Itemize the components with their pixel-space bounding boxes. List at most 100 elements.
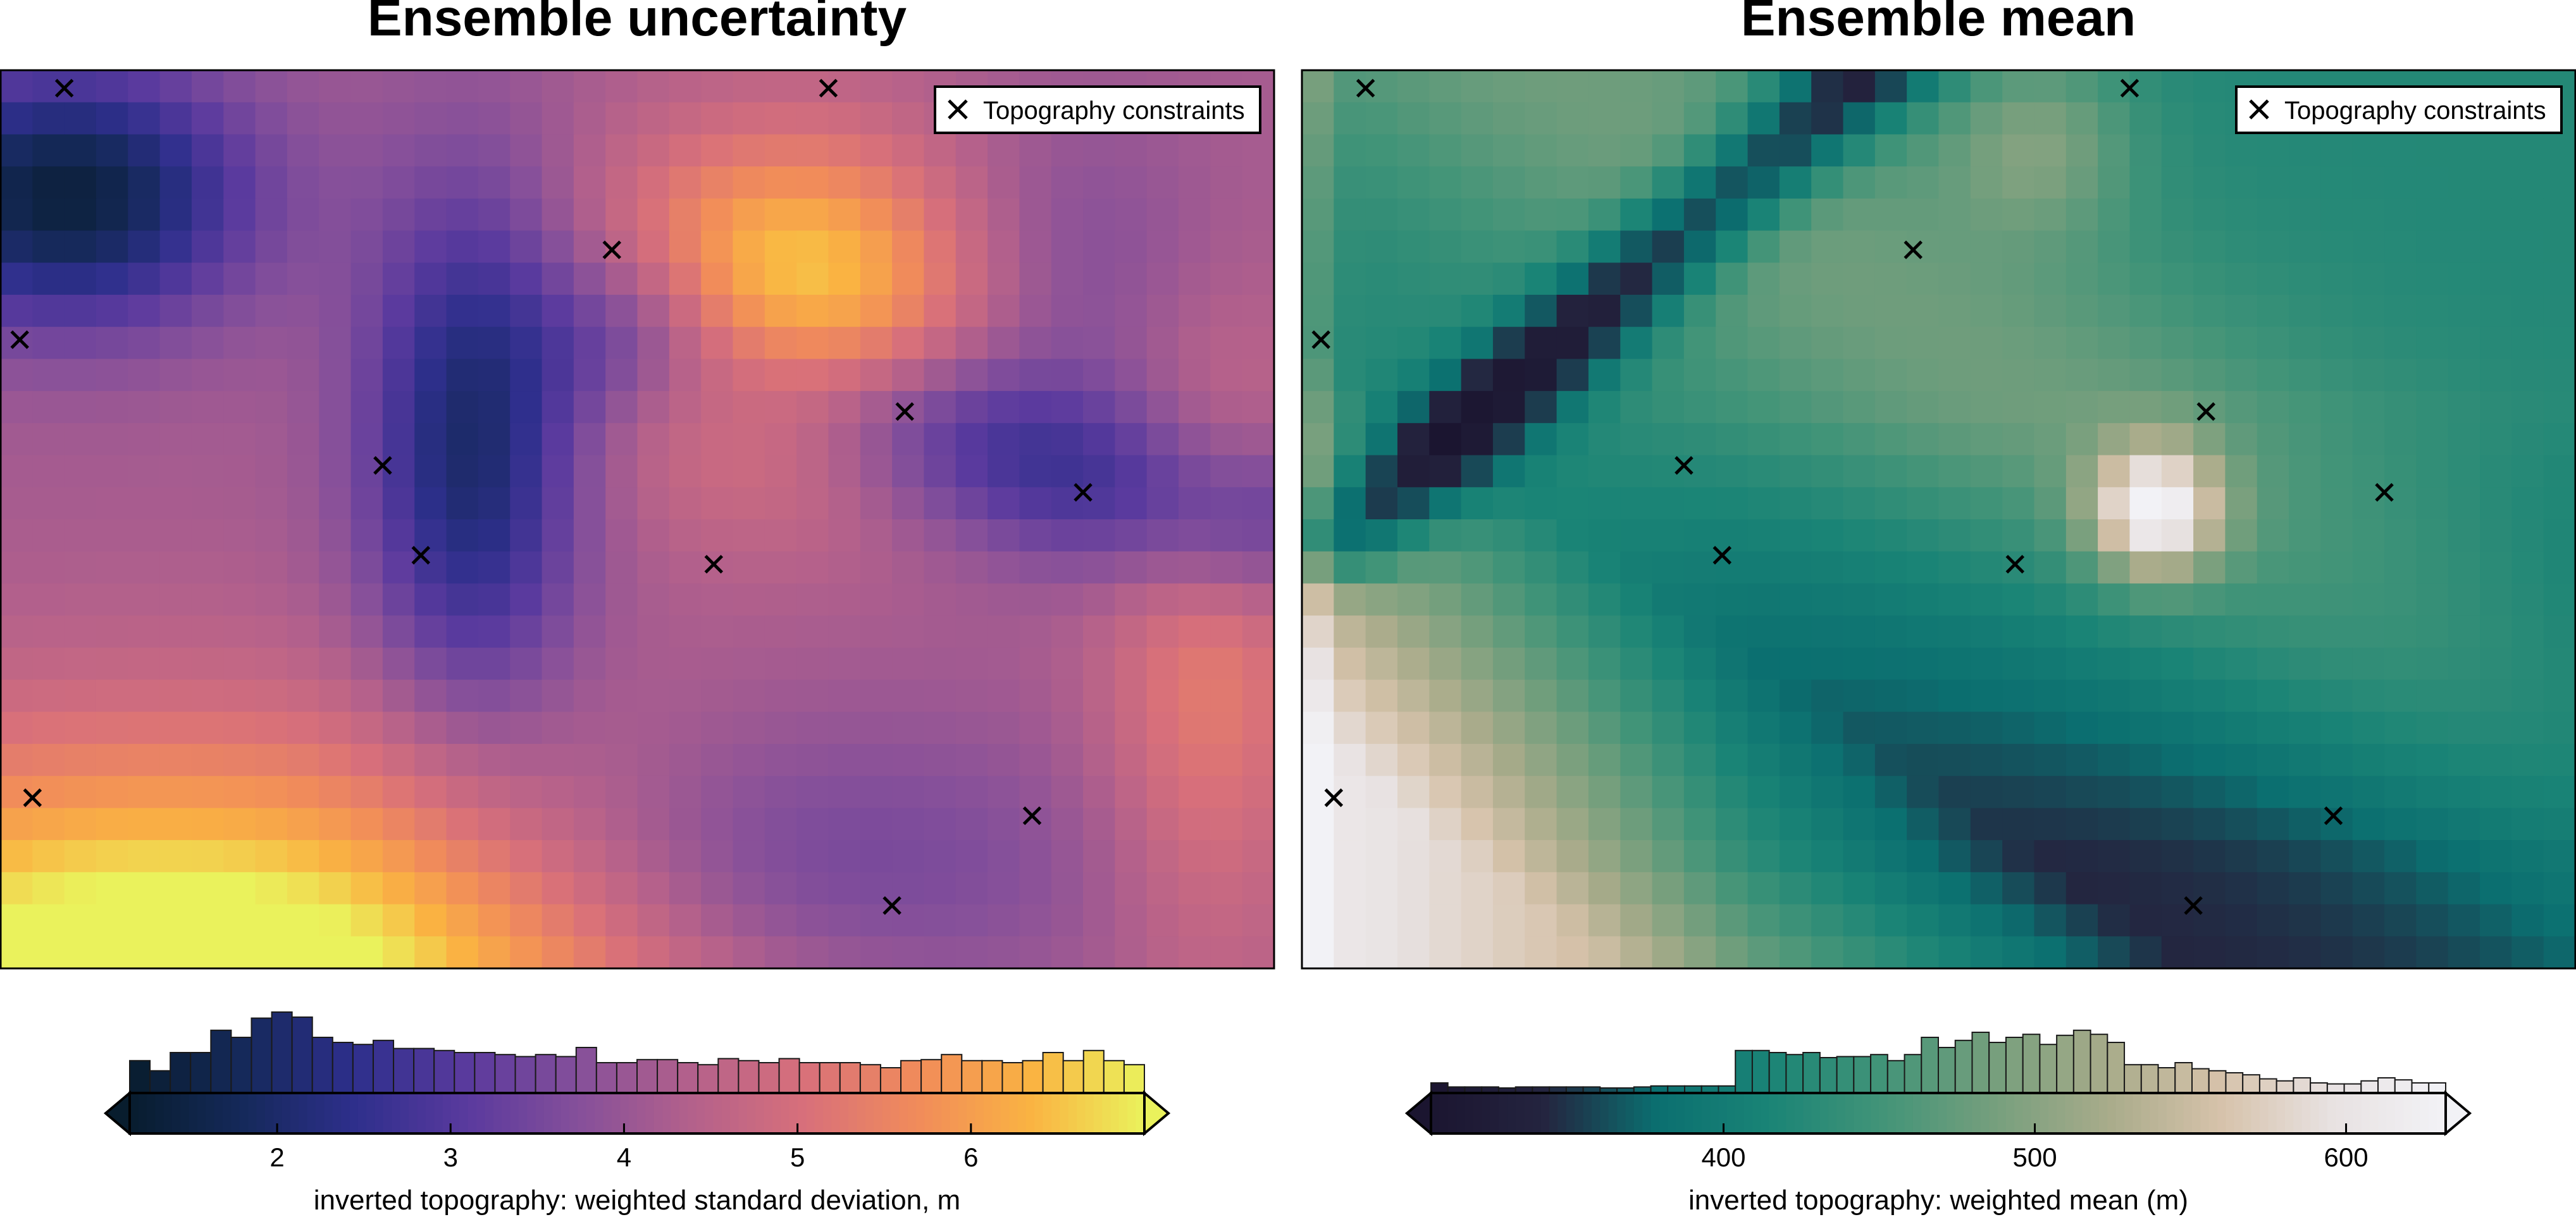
- heatmap-cell: [1397, 615, 1430, 648]
- heatmap-cell: [2098, 230, 2131, 264]
- heatmap-cell: [1843, 423, 1876, 456]
- colorbar-segment: [2048, 1093, 2057, 1134]
- colorbar-segment: [839, 1093, 849, 1134]
- heatmap-cell: [988, 872, 1020, 905]
- heatmap-cell: [255, 295, 288, 328]
- histogram-bar: [575, 1047, 597, 1094]
- heatmap-cell: [2416, 359, 2449, 392]
- heatmap-cell: [1019, 230, 1052, 264]
- heatmap-cell: [1747, 198, 1780, 232]
- heatmap-cell: [669, 166, 702, 199]
- heatmap-cell: [1397, 166, 1430, 199]
- heatmap-cell: [1, 263, 34, 295]
- heatmap-cell: [2543, 775, 2576, 809]
- heatmap-cell: [1843, 647, 1876, 681]
- heatmap-cell: [605, 583, 638, 616]
- heatmap-cell: [2098, 808, 2131, 841]
- heatmap-cell: [573, 647, 606, 681]
- heatmap-cell: [2257, 904, 2289, 937]
- heatmap-cell: [860, 647, 893, 681]
- heatmap-cell: [1683, 359, 1717, 392]
- heatmap-cell: [2384, 775, 2417, 809]
- heatmap-cell: [796, 487, 829, 520]
- heatmap-cell: [2161, 615, 2194, 648]
- heatmap-cell: [1397, 359, 1430, 392]
- heatmap-cell: [191, 872, 225, 905]
- heatmap-cell: [478, 712, 511, 744]
- heatmap-cell: [2320, 455, 2353, 488]
- heatmap-cell: [223, 359, 256, 392]
- heatmap-cell: [605, 808, 638, 841]
- heatmap-cell: [1620, 647, 1653, 681]
- heatmap-cell: [255, 102, 288, 135]
- heatmap-cell: [796, 712, 829, 744]
- colorbar-ticks: 400 500 600: [1701, 1123, 2369, 1172]
- heatmap-cell: [191, 70, 225, 103]
- heatmap-cell: [2034, 615, 2067, 648]
- heatmap-cell: [1747, 487, 1780, 520]
- heatmap-cell: [1397, 230, 1430, 264]
- heatmap-cell: [701, 744, 734, 777]
- colorbar-segment: [595, 1093, 604, 1134]
- colorbar-label: inverted topography: weighted standard d…: [314, 1185, 960, 1216]
- heatmap-cell: [1429, 936, 1462, 969]
- heatmap-cell: [1620, 134, 1653, 167]
- heatmap-cell: [1083, 840, 1116, 873]
- heatmap-cell: [1242, 359, 1275, 392]
- heatmap-cell: [2511, 295, 2544, 328]
- heatmap-cell: [2320, 263, 2353, 295]
- heatmap-cell: [573, 936, 606, 969]
- histogram-bar: [149, 1070, 171, 1094]
- colorbar-segment: [518, 1093, 528, 1134]
- histogram-bar: [657, 1059, 679, 1094]
- heatmap-cell: [1461, 263, 1494, 295]
- colorbar-segment: [155, 1093, 164, 1134]
- heatmap-cell: [637, 198, 670, 232]
- heatmap-cell: [669, 295, 702, 328]
- colorbar-segment: [2293, 1093, 2303, 1134]
- heatmap-cell: [2225, 198, 2258, 232]
- heatmap-cell: [2416, 615, 2449, 648]
- heatmap-cell: [287, 519, 320, 552]
- heatmap-cell: [669, 775, 702, 809]
- heatmap-cell: [2161, 808, 2194, 841]
- heatmap-cell: [1938, 712, 1971, 744]
- colorbar-segment: [958, 1093, 967, 1134]
- heatmap-cell: [2543, 519, 2576, 552]
- heatmap-cell: [1683, 134, 1717, 167]
- heatmap-cell: [1, 70, 34, 103]
- heatmap-cell: [1811, 551, 1844, 584]
- heatmap-cell: [1874, 166, 1907, 199]
- colorbar-segment: [2217, 1093, 2227, 1134]
- heatmap-cell: [1620, 326, 1653, 360]
- heatmap-cell: [1811, 359, 1844, 392]
- heatmap-cell: [1492, 70, 1526, 103]
- constraint-markers: [10, 78, 1093, 915]
- heatmap-cell: [159, 647, 192, 681]
- heatmap-cell: [892, 840, 925, 873]
- heatmap-cell: [96, 102, 129, 135]
- heatmap-cell: [2002, 359, 2035, 392]
- heatmap-cell: [2320, 679, 2353, 713]
- heatmap-cell: [510, 840, 543, 873]
- colorbar-low-arrow: [103, 1090, 131, 1137]
- heatmap-cell: [223, 102, 256, 135]
- heatmap-cell: [1179, 326, 1211, 360]
- heatmap-cell: [542, 198, 574, 232]
- colorbar-segment: [907, 1093, 917, 1134]
- heatmap-cell: [2257, 872, 2289, 905]
- heatmap-cell: [159, 583, 192, 616]
- heatmap-cell: [2257, 230, 2289, 264]
- heatmap-cell: [191, 295, 225, 328]
- heatmap-cell: [1, 679, 34, 713]
- heatmap-cell: [1652, 615, 1685, 648]
- heatmap-cell: [1779, 808, 1812, 841]
- heatmap-cell: [1397, 744, 1430, 777]
- heatmap-cell: [2320, 166, 2353, 199]
- heatmap-cell: [1907, 423, 1940, 456]
- heatmap-cell: [64, 166, 97, 199]
- heatmap-cell: [828, 326, 861, 360]
- heatmap-cell: [2225, 936, 2258, 969]
- heatmap-cell: [1525, 295, 1557, 328]
- heatmap-cell: [1146, 679, 1179, 713]
